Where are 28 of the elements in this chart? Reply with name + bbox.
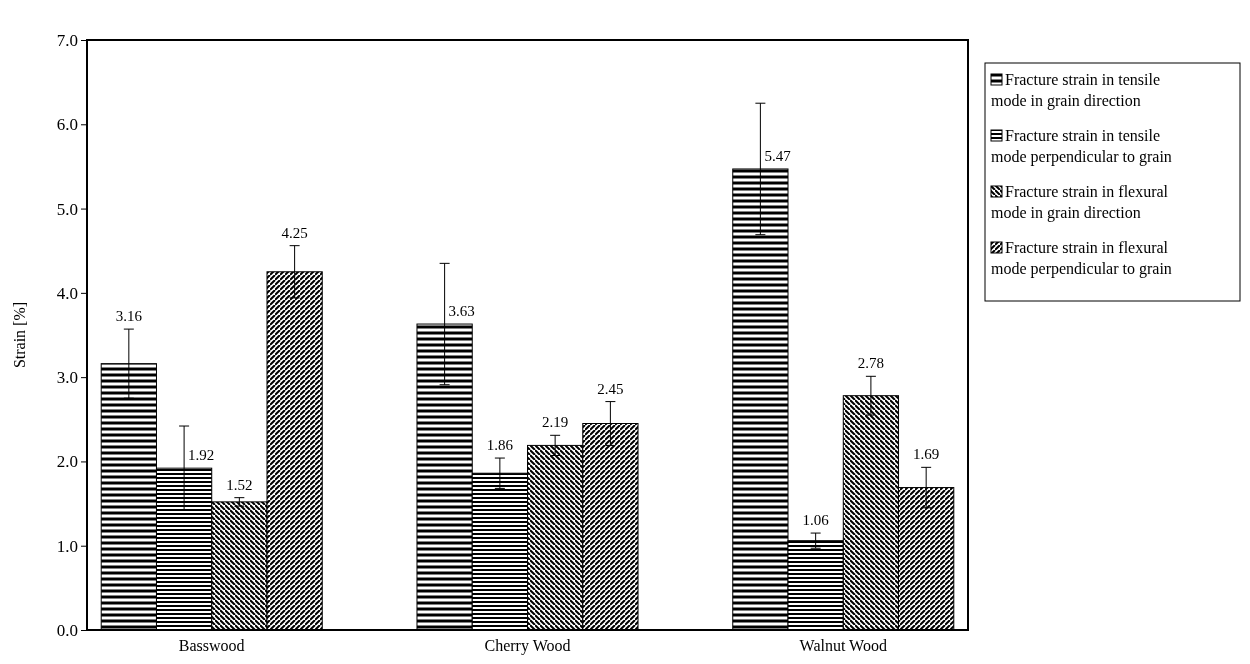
y-tick-label: 4.0 [56,283,78,303]
y-axis-title: Strain [%] [11,301,28,369]
data-label: 3.63 [448,303,475,320]
data-label: 1.92 [188,447,215,464]
y-tick-label: 7.0 [56,30,78,50]
data-label: 4.25 [281,224,308,241]
y-tick-label: 6.0 [56,115,78,135]
data-label: 2.78 [857,355,885,372]
legend-label: Fracture strain in tensile mode perpendicular to grain [991,127,1172,166]
x-tick-label: Walnut Wood [799,636,887,654]
data-label: 1.52 [226,476,253,493]
data-label: 1.06 [802,512,830,529]
data-label: 3.16 [115,308,143,325]
legend-label: Fracture strain in flexural mode in grain direction [991,183,1169,222]
legend-label: Fracture strain in flexural mode perpendicular to grain [991,239,1172,278]
data-label: 2.19 [542,414,569,431]
y-tick-label: 0.0 [56,620,78,640]
y-tick-label: 2.0 [56,452,78,472]
data-label: 2.45 [597,380,624,397]
y-tick-label: 1.0 [56,536,78,556]
data-label: 1.86 [486,437,514,454]
x-tick-label: Cherry Wood [484,636,571,655]
y-tick-label: 3.0 [56,368,78,388]
data-label: 5.47 [764,147,792,164]
x-tick-label: Basswood [178,636,245,654]
legend-label: Fracture strain in tensile mode in grain direction [991,71,1161,110]
data-label: 1.69 [913,446,940,463]
y-tick-label: 5.0 [56,199,78,219]
